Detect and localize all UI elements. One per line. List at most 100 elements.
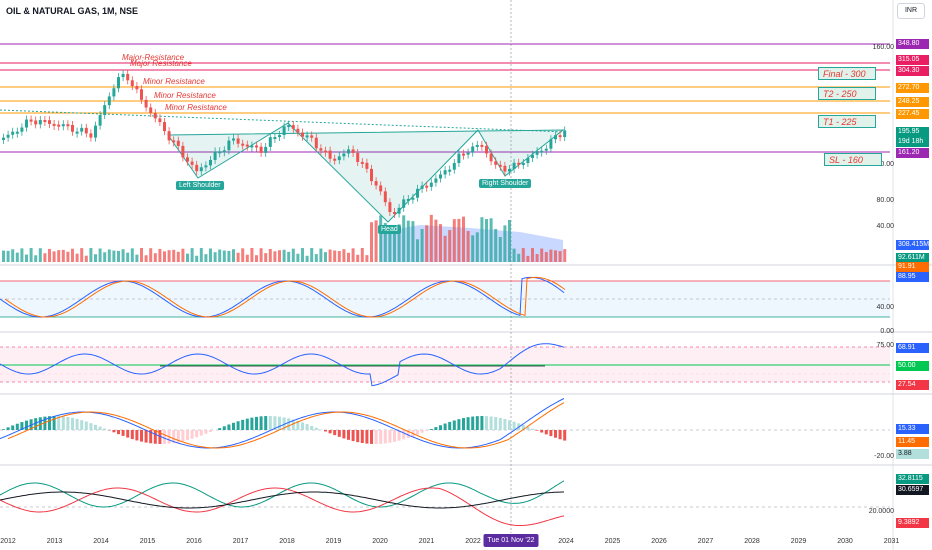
candle <box>241 143 245 146</box>
time-axis-label: 2015 <box>139 538 156 545</box>
time-axis-label: 2030 <box>837 538 853 545</box>
volume-bar <box>121 249 125 262</box>
price-tag: 227.45 <box>896 109 929 119</box>
candle <box>466 152 470 155</box>
volume-tag: 308.415M <box>896 240 930 250</box>
macd-hist-bar <box>558 430 562 440</box>
candle <box>130 80 134 87</box>
macd-hist-bar <box>34 418 38 430</box>
price-tag: 195.95 <box>896 127 929 137</box>
candle <box>452 163 456 170</box>
macd-hist-bar <box>457 419 461 430</box>
volume-bar <box>158 248 162 262</box>
macd-hist-bar <box>84 421 88 430</box>
volume-bar <box>48 248 51 262</box>
candle <box>379 185 383 192</box>
candle <box>126 73 130 81</box>
candle <box>181 145 185 158</box>
volume-bar <box>57 250 61 262</box>
macd-hist-bar <box>475 416 479 430</box>
volume-bar <box>356 254 360 262</box>
volume-bar <box>117 250 120 262</box>
macd-hist-bar <box>71 417 74 430</box>
macd-hist-bar <box>402 430 406 440</box>
candle <box>480 144 484 147</box>
volume-bar <box>420 228 424 262</box>
volume-bar <box>163 251 166 262</box>
price-axis-label: 80.00 <box>876 197 894 204</box>
volume-bar <box>204 254 208 262</box>
macd-hist-bar <box>241 419 245 430</box>
macd-hist-bar <box>388 430 392 443</box>
candle <box>356 152 360 162</box>
time-axis-label: 2014 <box>93 538 109 545</box>
volume-bar <box>388 231 392 262</box>
candle <box>34 120 38 125</box>
volume-bar <box>393 232 396 262</box>
candle <box>383 191 387 203</box>
macd-hist-bar <box>489 416 493 430</box>
volume-bar <box>209 248 212 262</box>
macd-hist-bar <box>158 430 162 444</box>
macd-hist-bar <box>291 419 295 430</box>
candle <box>89 133 93 138</box>
volume-bar <box>425 225 429 262</box>
volume-bar <box>61 249 65 262</box>
candle <box>66 124 70 127</box>
macd-hist-bar <box>365 430 369 444</box>
volume-bar <box>489 218 493 262</box>
macd-hist-bar <box>360 430 364 443</box>
candle <box>163 122 166 132</box>
price-tag: 315.05 <box>896 55 929 65</box>
volume-tag: 92.611M <box>896 253 929 263</box>
macd-hist-bar <box>163 430 166 444</box>
candle <box>186 157 189 162</box>
resistance-annotation: Major Resistance <box>130 59 192 68</box>
macd-hist-bar <box>61 416 65 430</box>
volume-bar <box>181 248 185 262</box>
volume-bar <box>34 255 38 262</box>
macd-hist-bar <box>540 430 544 433</box>
price-tag: 272.70 <box>896 83 929 93</box>
candle <box>429 182 433 187</box>
macd-hist-bar <box>448 421 452 430</box>
volume-bar <box>250 248 254 262</box>
macd-hist-bar <box>135 430 139 441</box>
volume-bar <box>6 250 10 262</box>
volume-bar <box>517 253 521 262</box>
candle <box>301 132 304 137</box>
candle <box>544 148 548 151</box>
macd-hist-bar <box>259 416 263 430</box>
macd-hist-bar <box>425 430 429 431</box>
macd-hist-bar <box>255 416 258 430</box>
volume-bar <box>531 248 534 262</box>
macd-line <box>0 398 565 449</box>
candle <box>351 149 355 153</box>
volume-bar <box>333 250 337 262</box>
time-axis-label: 2018 <box>279 538 295 545</box>
volume-bar <box>259 248 263 262</box>
candle <box>232 138 235 141</box>
dmi-tag: 30.6597 <box>896 485 929 495</box>
time-axis-label: 2024 <box>558 538 574 545</box>
candle <box>209 159 212 166</box>
volume-bar <box>15 252 19 262</box>
macd-hist-bar <box>209 430 212 432</box>
rsi-axis-label: 75.00 <box>876 342 894 349</box>
candle <box>98 115 102 126</box>
candle <box>11 131 15 135</box>
volume-bar <box>429 214 433 262</box>
volume-bar <box>406 220 410 262</box>
volume-bar <box>38 248 42 262</box>
volume-bar <box>319 248 323 262</box>
candle <box>512 162 516 169</box>
rsi-tag: 68.91 <box>896 343 929 353</box>
candle <box>176 140 180 146</box>
currency-button[interactable]: INR <box>897 3 925 19</box>
macd-hist-bar <box>420 430 424 433</box>
volume-bar <box>291 248 295 262</box>
candle <box>531 154 534 158</box>
candle <box>273 137 277 140</box>
candle <box>213 151 217 160</box>
